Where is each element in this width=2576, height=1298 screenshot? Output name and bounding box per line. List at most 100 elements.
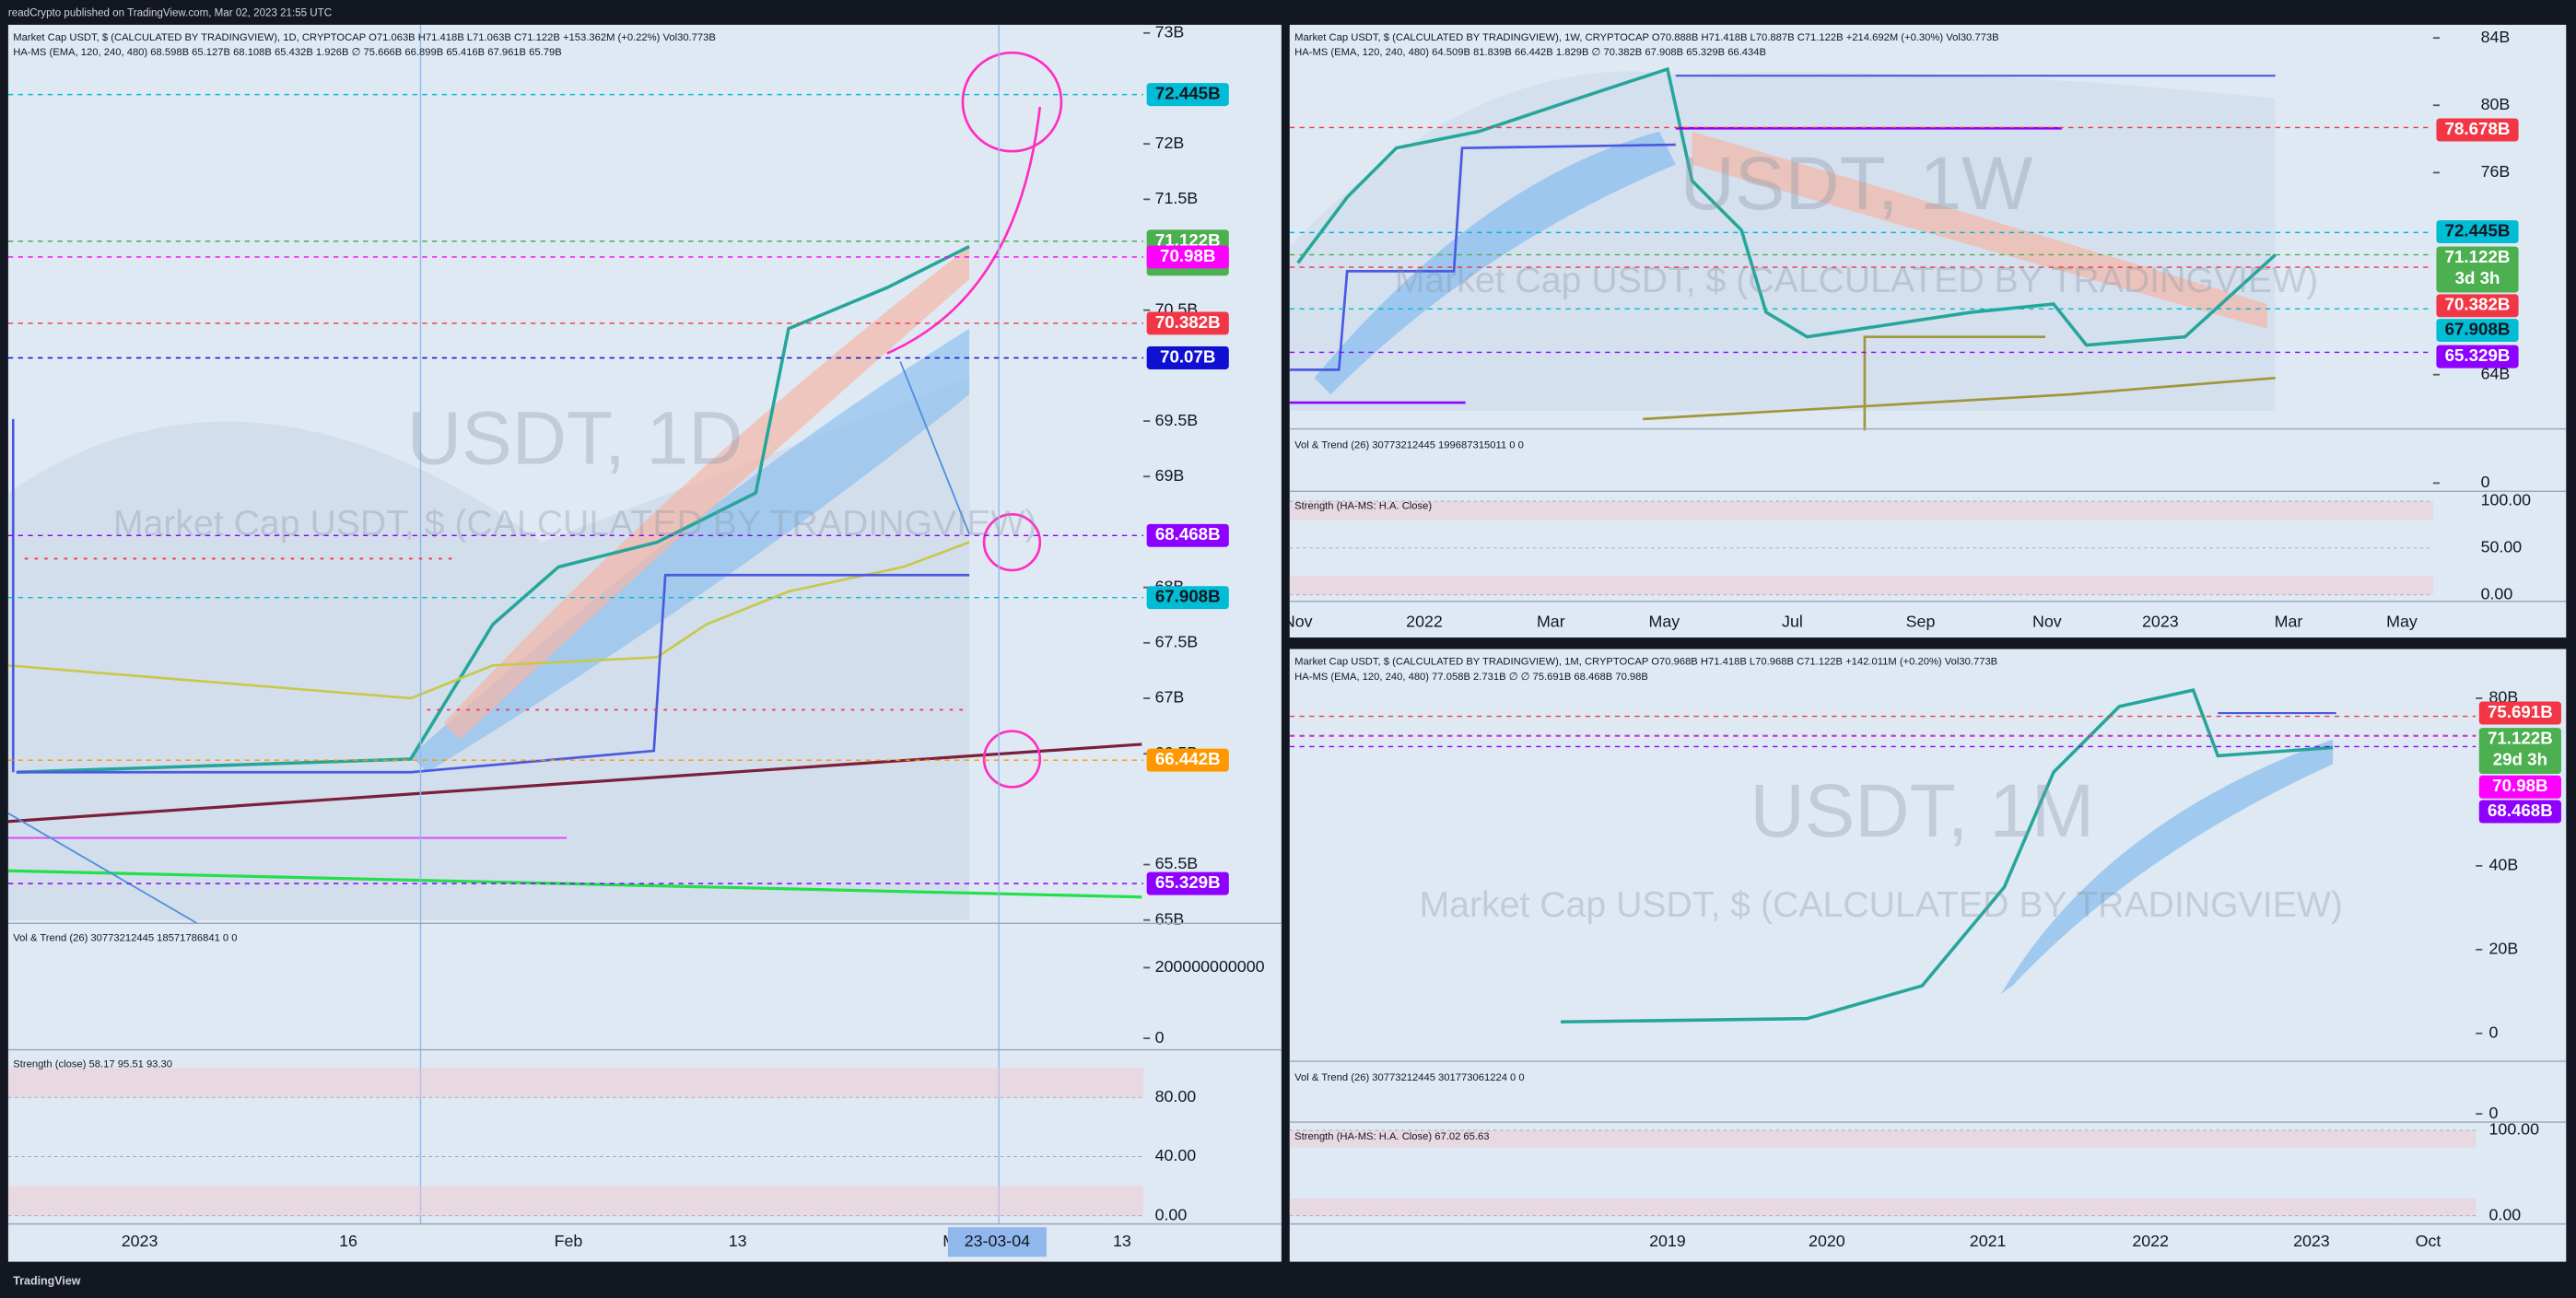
volume-tick-label: 0 [2488, 1104, 2498, 1122]
legend-line: HA-MS (EMA, 120, 240, 480) 77.058B 2.731… [1294, 672, 1648, 683]
volume-legend: Vol & Trend (26) 30773212445 30177306122… [1294, 1072, 1525, 1083]
time-label: 2023 [122, 1232, 158, 1250]
price-tag [2436, 118, 2519, 142]
price-tick-label: 69B [1155, 466, 1185, 485]
panel-bg [1289, 649, 2567, 1262]
price-tag-label: 71.122B [2445, 247, 2511, 266]
pane-separator [7, 427, 2567, 1225]
price-tag-label: 72.445B [1155, 84, 1221, 103]
price-tag-label: 71.122B [2488, 729, 2553, 748]
legend-line: Market Cap USDT, $ (CALCULATED BY TRADIN… [13, 32, 716, 43]
time-label: May [2386, 613, 2418, 631]
strength-legend: Strength (HA-MS: H.A. Close) [1294, 500, 1432, 511]
time-label: 2023 [2293, 1232, 2330, 1250]
price-tick-label: 72B [1155, 134, 1185, 152]
volume-tick-label: 200000000000 [1155, 957, 1265, 976]
price-tick-label: 80B [2481, 95, 2511, 113]
publish-line: readCrypto published on TradingView.com,… [8, 7, 332, 18]
price-tag [1146, 245, 1229, 269]
time-label: Jul [1782, 613, 1803, 631]
strength-tick-label: 0.00 [2488, 1205, 2521, 1223]
strength-band [1289, 501, 2433, 520]
price-tag-label: 71.122B [1155, 230, 1221, 250]
time-label: 13 [1113, 1232, 1131, 1250]
price-tag [1146, 83, 1229, 107]
legend-line: Market Cap USDT, $ (CALCULATED BY TRADIN… [1294, 32, 1999, 43]
price-tag [2436, 220, 2519, 244]
price-tick-label: 65B [1155, 909, 1185, 928]
price-tick-label: 0 [2488, 1023, 2498, 1041]
price-tag-label: 75.691B [2488, 702, 2553, 721]
watermark-sub: Market Cap USDT, $ (CALCULATED BY TRADIN… [1395, 260, 2318, 300]
strength-tick-label: 100.00 [2488, 1120, 2539, 1139]
price-tag [2436, 345, 2519, 368]
price-tick-label: 67.5B [1155, 633, 1199, 651]
price-tag [2478, 728, 2561, 775]
price-tick-label: 67B [1155, 688, 1185, 707]
time-label: 2022 [2132, 1232, 2169, 1250]
time-label: 13 [729, 1232, 747, 1250]
countdown: 29d 3h [2493, 750, 2547, 769]
price-tag [1146, 586, 1229, 610]
strength-tick-label: 0.00 [1155, 1205, 1188, 1223]
price-tag-label: 70.98B [2492, 776, 2547, 795]
price-tag [2436, 246, 2519, 293]
price-tag-label: 67.908B [1155, 587, 1221, 606]
price-tag [2478, 701, 2561, 725]
price-tag-label: 68.468B [2488, 801, 2553, 820]
time-label: May [1649, 613, 1680, 631]
countdown: 3d 3h [2455, 268, 2500, 287]
price-tick-label: 73B [1155, 23, 1185, 41]
price-tag [2478, 775, 2561, 799]
price-tag [2478, 800, 2561, 824]
price-tick-label: 40B [2488, 856, 2518, 874]
price-tag-label: 68.468B [1155, 524, 1221, 544]
dynamic-layer: USDT, 1D Market Cap USDT, $ (CALCULATED B… [7, 23, 2561, 1257]
price-tag [2436, 294, 2519, 318]
legend-line: Market Cap USDT, $ (CALCULATED BY TRADIN… [1294, 657, 1997, 668]
strength-tick-label: 100.00 [2481, 491, 2532, 509]
price-tag-label: 65.329B [2445, 345, 2511, 365]
price-tick-label: 84B [2481, 28, 2511, 46]
price-tag-label: 67.908B [2445, 320, 2511, 339]
price-tag-label: 66.442B [1155, 749, 1221, 768]
time-label: Oct [2416, 1232, 2441, 1250]
price-tick-label: 76B [2481, 162, 2511, 181]
price-tag-label: 78.678B [2445, 119, 2511, 138]
strength-tick-label: 80.00 [1155, 1087, 1197, 1105]
price-tick-label: 64B [2481, 364, 2511, 382]
weekly-decor [1289, 66, 2277, 431]
price-tick-label: 20B [2488, 940, 2518, 958]
strength-tick-label: 50.00 [2481, 538, 2523, 556]
price-tag-label: 65.329B [1155, 872, 1221, 892]
time-label: 2019 [1649, 1232, 1686, 1250]
strength-band [1289, 1199, 2476, 1216]
price-tag-label: 70.07B [1160, 346, 1215, 366]
cursor-date-bg [947, 1227, 1047, 1257]
price-tick-label: 65.5B [1155, 854, 1199, 872]
time-label: 2021 [1970, 1232, 2007, 1250]
price-tag [2436, 319, 2519, 343]
price-tag [1146, 748, 1229, 772]
time-label: Mar [1537, 613, 1565, 631]
legend-line: HA-MS (EMA, 120, 240, 480) 68.598B 65.12… [13, 47, 561, 58]
cursor-date: 23-03-04 [965, 1232, 1030, 1250]
strength-band [1289, 1129, 2476, 1148]
time-label: Nov [2032, 613, 2062, 631]
price-tag [1146, 345, 1229, 369]
watermark-sub: Market Cap USDT, $ (CALCULATED BY TRADIN… [1419, 884, 2342, 925]
strength-band [7, 1068, 1144, 1098]
footer-brand: TradingView [13, 1274, 81, 1287]
price-tick-label: 69.5B [1155, 411, 1199, 429]
strength-tick-label: 40.00 [1155, 1146, 1197, 1164]
time-label: Sep [1906, 613, 1936, 631]
price-tag-label: 72.445B [2445, 221, 2511, 240]
watermark-sub: Market Cap USDT, $ (CALCULATED BY TRADIN… [113, 503, 1036, 544]
time-label: 2022 [1406, 613, 1443, 631]
left-decor [7, 24, 1142, 1224]
time-label: Nov [1283, 613, 1313, 631]
price-tick-label: 71.5B [1155, 189, 1199, 207]
price-tag [1146, 871, 1229, 895]
legend-line: HA-MS (EMA, 120, 240, 480) 64.509B 81.83… [1294, 47, 1766, 58]
